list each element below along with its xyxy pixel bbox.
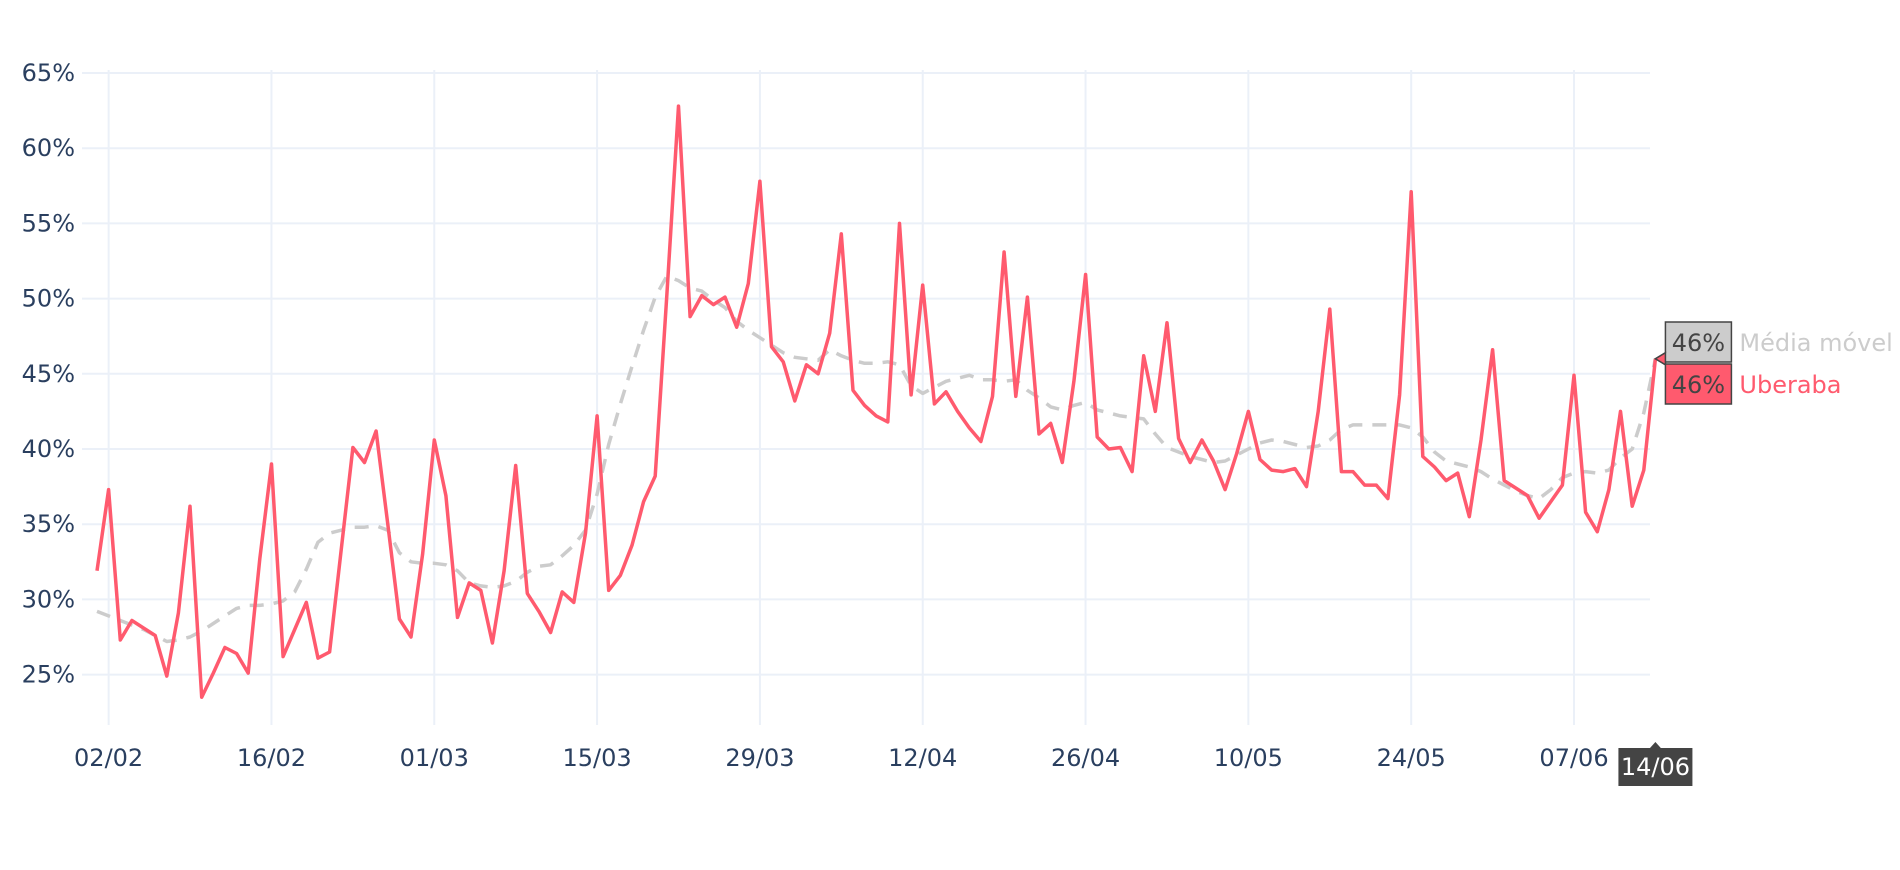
y-tick-label: 60% <box>22 134 75 162</box>
grid <box>82 70 1650 725</box>
series-layer <box>95 104 1658 699</box>
x-tick-label: 12/04 <box>888 744 957 772</box>
hover-x-label: 14/06 <box>1621 753 1690 781</box>
x-axis: 02/02 16/02 01/03 15/03 29/03 12/04 26/04 10/05… <box>74 744 1609 772</box>
hover-series-label: Uberaba <box>1739 371 1841 399</box>
x-tick-label: 24/05 <box>1377 744 1446 772</box>
y-tick-label: 55% <box>22 209 75 237</box>
x-tick-label: 01/03 <box>400 744 469 772</box>
y-tick-label: 30% <box>22 585 75 613</box>
hover-series-label: Média móvel ... <box>1739 329 1900 357</box>
hover-box-1 <box>1653 351 1733 405</box>
y-tick-label: 35% <box>22 510 75 538</box>
x-tick-label: 15/03 <box>563 744 632 772</box>
y-tick-label: 45% <box>22 360 75 388</box>
y-tick-label: 40% <box>22 435 75 463</box>
series-line-uberaba[interactable] <box>95 104 1658 699</box>
y-tick-label: 25% <box>22 661 75 689</box>
x-tick-label: 10/05 <box>1214 744 1283 772</box>
hover-value-label: 46% <box>1672 371 1725 399</box>
y-axis: 25% 30% 35% 40% 45% 50% 55% 60% 65% <box>22 59 75 689</box>
hover-layer: 14/06 46% Média móvel ... 46% Uberaba <box>1618 321 1900 786</box>
y-tick-label: 50% <box>22 285 75 313</box>
series-line-media-movel[interactable] <box>96 274 1658 644</box>
x-tick-label: 16/02 <box>237 744 306 772</box>
y-tick-label: 65% <box>22 59 75 87</box>
hover-value-label: 46% <box>1672 329 1725 357</box>
x-tick-label: 29/03 <box>725 744 794 772</box>
x-tick-label: 07/06 <box>1539 744 1608 772</box>
x-tick-label: 26/04 <box>1051 744 1120 772</box>
x-tick-label: 02/02 <box>74 744 143 772</box>
hover-x-box <box>1618 748 1693 786</box>
